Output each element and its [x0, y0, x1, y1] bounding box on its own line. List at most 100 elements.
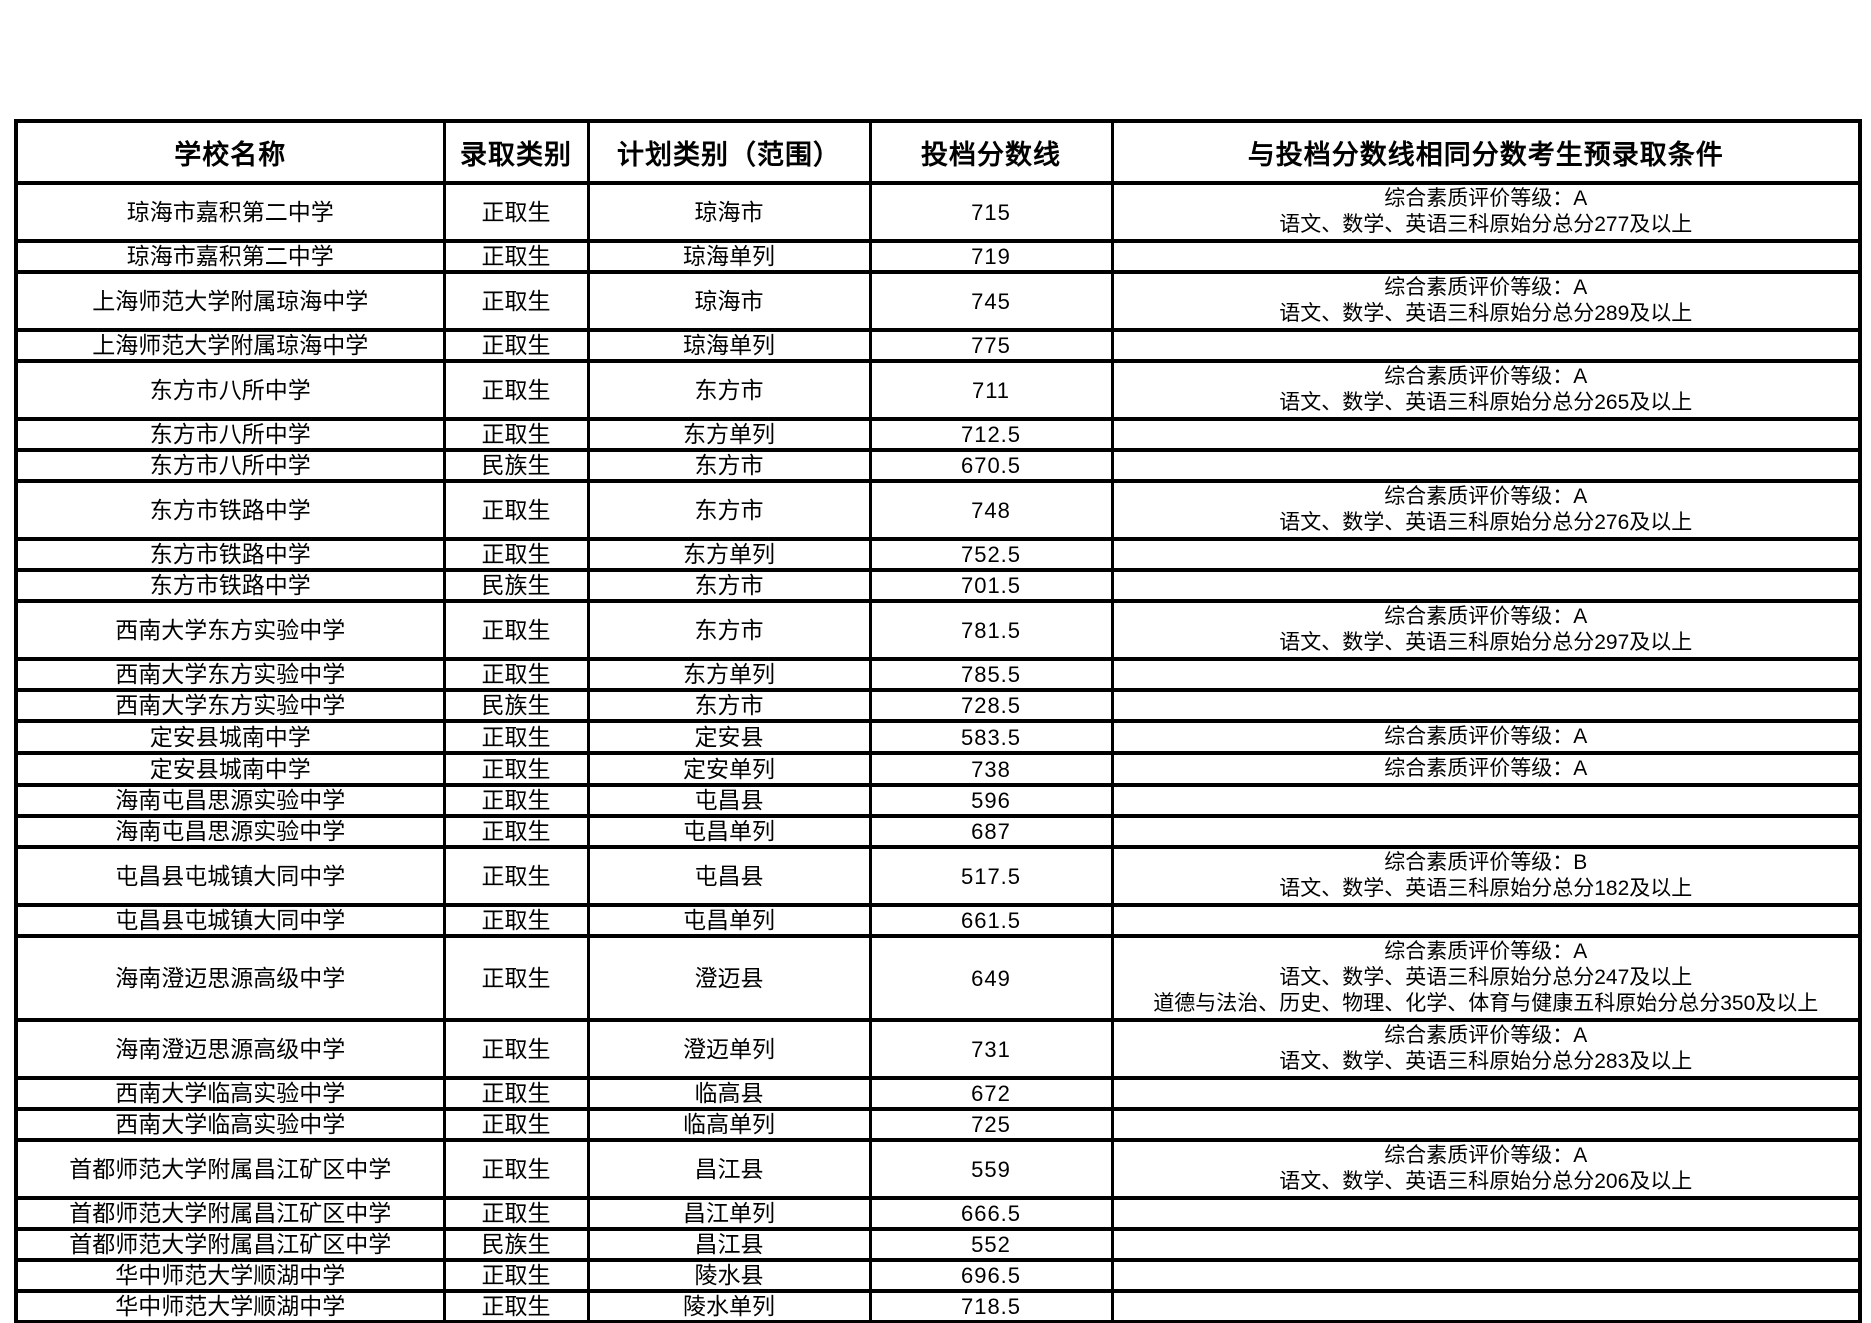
conditions-cell	[1110, 239, 1862, 274]
score-cell: 596	[868, 783, 1114, 818]
plan-cell: 昌江单列	[586, 1196, 872, 1231]
score-cell: 775	[868, 328, 1114, 363]
score-cell: 696.5	[868, 1258, 1114, 1293]
table-row: 海南屯昌思源实验中学 正取生 屯昌单列 687	[14, 814, 1862, 849]
category-cell: 民族生	[442, 568, 590, 603]
school-cell: 屯昌县屯城镇大同中学	[14, 903, 446, 938]
col-header-school-name: 学校名称	[14, 119, 446, 185]
conditions-cell	[1110, 688, 1862, 723]
conditions-cell	[1110, 814, 1862, 849]
plan-cell: 屯昌单列	[586, 814, 872, 849]
school-cell: 东方市铁路中学	[14, 537, 446, 572]
school-cell: 上海师范大学附属琼海中学	[14, 270, 446, 332]
condition-line: 道德与法治、历史、物理、化学、体育与健康五科原始分总分350及以上	[1153, 992, 1819, 1015]
conditions-cell	[1110, 1076, 1862, 1111]
conditions-cell	[1110, 657, 1862, 692]
conditions-cell	[1110, 448, 1862, 483]
table-row: 定安县城南中学 正取生 定安县 583.5 综合素质评价等级：A	[14, 719, 1862, 755]
plan-cell: 陵水单列	[586, 1289, 872, 1323]
category-cell: 正取生	[442, 783, 590, 818]
plan-cell: 定安县	[586, 719, 872, 755]
plan-cell: 东方市	[586, 599, 872, 661]
score-cell: 583.5	[868, 719, 1114, 755]
school-cell: 华中师范大学顺湖中学	[14, 1258, 446, 1293]
score-cell: 785.5	[868, 657, 1114, 692]
plan-cell: 东方市	[586, 359, 872, 421]
table-row: 西南大学东方实验中学 民族生 东方市 728.5	[14, 688, 1862, 723]
plan-cell: 澄迈县	[586, 934, 872, 1022]
school-cell: 定安县城南中学	[14, 719, 446, 755]
score-cell: 649	[868, 934, 1114, 1022]
table-row: 华中师范大学顺湖中学 正取生 陵水县 696.5	[14, 1258, 1862, 1293]
plan-cell: 东方市	[586, 448, 872, 483]
col-header-preadmission-conditions: 与投档分数线相同分数考生预录取条件	[1110, 119, 1862, 185]
plan-cell: 屯昌县	[586, 845, 872, 907]
plan-cell: 陵水县	[586, 1258, 872, 1293]
condition-line: 语文、数学、英语三科原始分总分277及以上	[1279, 213, 1693, 236]
conditions-cell	[1110, 328, 1862, 363]
conditions-cell: 综合素质评价等级：A 语文、数学、英语三科原始分总分265及以上	[1110, 359, 1862, 421]
score-cell: 752.5	[868, 537, 1114, 572]
table-row: 华中师范大学顺湖中学 正取生 陵水单列 718.5	[14, 1289, 1862, 1323]
category-cell: 正取生	[442, 1076, 590, 1111]
condition-line: 综合素质评价等级：A	[1384, 276, 1588, 299]
school-cell: 西南大学东方实验中学	[14, 657, 446, 692]
category-cell: 正取生	[442, 845, 590, 907]
score-cell: 517.5	[868, 845, 1114, 907]
conditions-cell: 综合素质评价等级：A	[1110, 751, 1862, 787]
table-row: 琼海市嘉积第二中学 正取生 琼海单列 719	[14, 239, 1862, 274]
school-cell: 上海师范大学附属琼海中学	[14, 328, 446, 363]
plan-cell: 定安单列	[586, 751, 872, 787]
conditions-cell	[1110, 1289, 1862, 1323]
category-cell: 正取生	[442, 1018, 590, 1080]
condition-line: 综合素质评价等级：A	[1384, 757, 1588, 780]
conditions-cell	[1110, 783, 1862, 818]
table-row: 东方市八所中学 正取生 东方单列 712.5	[14, 417, 1862, 452]
conditions-cell	[1110, 537, 1862, 572]
condition-line: 语文、数学、英语三科原始分总分247及以上	[1279, 966, 1693, 989]
condition-line: 综合素质评价等级：A	[1384, 1024, 1588, 1047]
table-row: 上海师范大学附属琼海中学 正取生 琼海市 745 综合素质评价等级：A 语文、数学、英语三…	[14, 270, 1862, 332]
score-table-body: 琼海市嘉积第二中学 正取生 琼海市 715 综合素质评价等级：A 语文、数学、英语三科原始…	[14, 181, 1862, 1323]
col-header-admission-category: 录取类别	[442, 119, 590, 185]
score-cell: 712.5	[868, 417, 1114, 452]
category-cell: 正取生	[442, 239, 590, 274]
table-row: 屯昌县屯城镇大同中学 正取生 屯昌单列 661.5	[14, 903, 1862, 938]
col-header-plan-category: 计划类别（范围）	[586, 119, 872, 185]
plan-cell: 昌江县	[586, 1227, 872, 1262]
school-cell: 东方市八所中学	[14, 417, 446, 452]
plan-cell: 琼海单列	[586, 328, 872, 363]
category-cell: 正取生	[442, 1196, 590, 1231]
table-row: 东方市铁路中学 正取生 东方市 748 综合素质评价等级：A 语文、数学、英语三科原始分总…	[14, 479, 1862, 541]
school-cell: 琼海市嘉积第二中学	[14, 181, 446, 243]
school-cell: 华中师范大学顺湖中学	[14, 1289, 446, 1323]
conditions-cell: 综合素质评价等级：A 语文、数学、英语三科原始分总分276及以上	[1110, 479, 1862, 541]
conditions-cell	[1110, 1196, 1862, 1231]
plan-cell: 屯昌单列	[586, 903, 872, 938]
category-cell: 正取生	[442, 599, 590, 661]
school-cell: 海南澄迈思源高级中学	[14, 934, 446, 1022]
school-cell: 东方市铁路中学	[14, 479, 446, 541]
category-cell: 民族生	[442, 1227, 590, 1262]
condition-line: 语文、数学、英语三科原始分总分265及以上	[1279, 391, 1693, 414]
school-cell: 东方市八所中学	[14, 448, 446, 483]
category-cell: 正取生	[442, 270, 590, 332]
table-row: 定安县城南中学 正取生 定安单列 738 综合素质评价等级：A	[14, 751, 1862, 787]
school-cell: 首都师范大学附属昌江矿区中学	[14, 1227, 446, 1262]
condition-line: 语文、数学、英语三科原始分总分297及以上	[1279, 631, 1693, 654]
category-cell: 正取生	[442, 1289, 590, 1323]
score-cell: 781.5	[868, 599, 1114, 661]
score-cell: 719	[868, 239, 1114, 274]
score-cell: 745	[868, 270, 1114, 332]
condition-line: 语文、数学、英语三科原始分总分182及以上	[1279, 877, 1693, 900]
school-cell: 西南大学东方实验中学	[14, 688, 446, 723]
school-cell: 西南大学临高实验中学	[14, 1076, 446, 1111]
conditions-cell: 综合素质评价等级：A 语文、数学、英语三科原始分总分283及以上	[1110, 1018, 1862, 1080]
plan-cell: 东方市	[586, 568, 872, 603]
score-cell: 559	[868, 1138, 1114, 1200]
conditions-cell: 综合素质评价等级：A 语文、数学、英语三科原始分总分247及以上 道德与法治、历史、…	[1110, 934, 1862, 1022]
plan-cell: 屯昌县	[586, 783, 872, 818]
table-row: 西南大学东方实验中学 正取生 东方单列 785.5	[14, 657, 1862, 692]
condition-line: 语文、数学、英语三科原始分总分283及以上	[1279, 1050, 1693, 1073]
school-cell: 海南澄迈思源高级中学	[14, 1018, 446, 1080]
